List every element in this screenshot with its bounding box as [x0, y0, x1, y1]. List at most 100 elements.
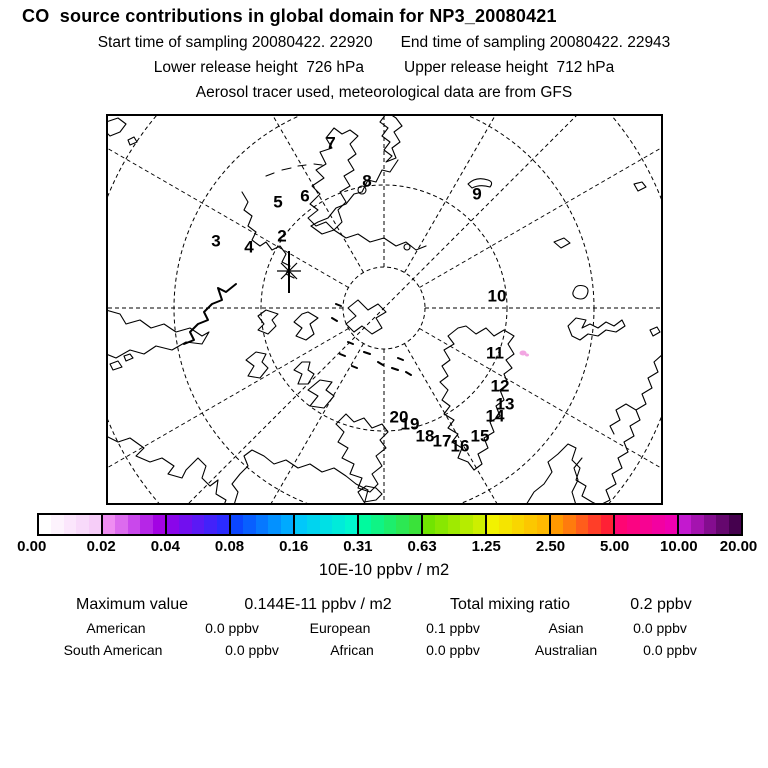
lower-release-text: Lower release height 726 hPa — [153, 59, 364, 76]
colorbar-shade — [588, 515, 601, 534]
colorbar-segment — [357, 515, 422, 534]
colorbar-shade — [243, 515, 256, 534]
trajectory-point-label: 13 — [496, 394, 515, 413]
colorbar-shade — [167, 515, 180, 534]
meridian-through-pole — [187, 115, 578, 504]
colorbar-shade — [396, 515, 409, 534]
colorbar-shade — [728, 515, 742, 534]
region-value: 0.0 ppbv — [633, 620, 687, 636]
colorbar-tick-label: 0.08 — [214, 538, 245, 555]
colorbar-segment — [293, 515, 358, 534]
colorbar-segment — [677, 515, 742, 534]
region-name: European — [309, 620, 371, 636]
colorbar-segment — [229, 515, 294, 534]
concentration-hotspot — [519, 350, 529, 357]
colorbar-ticks: 0.00 0.02 0.04 0.08 0.16 0.31 0.63 1.25 2.50 5.00… — [17, 538, 757, 556]
spacer — [373, 34, 401, 52]
max-value-label: Maximum value — [75, 596, 189, 613]
colorbar-shade — [63, 515, 77, 534]
trajectory-point-label: 15 — [471, 426, 490, 445]
colorbar-shade — [103, 515, 116, 534]
colorbar-shade — [344, 515, 358, 534]
trajectory-point-label: 5 — [273, 192, 282, 211]
colorbar-shade — [536, 515, 550, 534]
trajectory-point-label: 20 — [390, 407, 409, 426]
colorbar-tick-label: 0.63 — [407, 538, 437, 555]
coastlines — [107, 115, 662, 504]
colorbar-segment — [485, 515, 550, 534]
colorbar-shade — [499, 515, 512, 534]
colorbar-shade — [575, 515, 589, 534]
colorbar-tick-label: 10.00 — [660, 538, 698, 555]
trajectory-point-label: 3 — [211, 231, 220, 250]
colorbar-segment — [421, 515, 486, 534]
colorbar-tick-label: 0.16 — [279, 538, 309, 555]
colorbar-shade — [204, 515, 217, 534]
trajectory-point-label: 2 — [277, 226, 286, 245]
release-marker-icon — [277, 251, 301, 293]
colorbar-shade — [383, 515, 397, 534]
colorbar-segment — [613, 515, 678, 534]
trajectory-point-label: 9 — [472, 184, 481, 203]
colorbar-shade — [472, 515, 486, 534]
colorbar-shade — [359, 515, 372, 534]
release-height-line: Lower release height 726 hPa Upper releas… — [0, 59, 768, 77]
end-time-text: End time of sampling 20080422. 22943 — [400, 34, 671, 51]
region-value: 0.0 ppbv — [225, 642, 279, 658]
colorbar-tick-label: 0.00 — [17, 538, 47, 555]
region-value: 0.1 ppbv — [426, 620, 480, 636]
colorbar-shade — [216, 515, 230, 534]
colorbar-shade — [551, 515, 564, 534]
colorbar-shade — [615, 515, 628, 534]
colorbar-shade — [511, 515, 525, 534]
trajectory-point-label: 4 — [244, 237, 254, 256]
region-name: African — [330, 642, 374, 658]
colorbar-shade — [371, 515, 384, 534]
trajectory-point-label: 10 — [488, 286, 507, 305]
tracer-info-line: Aerosol tracer used, meteorological data… — [195, 84, 573, 101]
colorbar-shade — [280, 515, 294, 534]
colorbar-shade — [268, 515, 281, 534]
colorbar-shade — [319, 515, 333, 534]
trajectory-point-label: 19 — [401, 414, 420, 433]
colorbar-shade — [524, 515, 537, 534]
start-time-text: Start time of sampling 20080422. 22920 — [97, 34, 373, 51]
colorbar-shade — [231, 515, 244, 534]
colorbar-shade — [127, 515, 141, 534]
colorbar-shade — [600, 515, 614, 534]
trajectory-point-label: 18 — [416, 426, 435, 445]
colorbar-shade — [664, 515, 678, 534]
colorbar-shade — [39, 515, 52, 534]
trajectory-point-label: 6 — [300, 186, 309, 205]
colorbar-segment — [549, 515, 614, 534]
colorbar-shade — [703, 515, 717, 534]
region-name: American — [86, 620, 146, 636]
colorbar-tick-label: 20.00 — [719, 538, 758, 555]
colorbar-tick-label: 1.25 — [471, 538, 501, 555]
colorbar-shade — [716, 515, 729, 534]
upper-release-text: Upper release height 712 hPa — [404, 59, 615, 76]
colorbar — [37, 513, 743, 536]
polar-map: 2 3 4 5 6 7 8 9 10 11 12 13 14 15 16 17 18 19 20 — [106, 114, 663, 505]
colorbar-tick-label: 0.04 — [150, 538, 180, 555]
colorbar-shade — [152, 515, 166, 534]
trajectory-point-label: 17 — [433, 431, 452, 450]
colorbar-tick-label: 2.50 — [535, 538, 566, 555]
colorbar-shade — [191, 515, 205, 534]
colorbar-shade — [51, 515, 64, 534]
total-mixing-ratio-label: Total mixing ratio — [449, 596, 571, 613]
colorbar-shade — [88, 515, 102, 534]
colorbar-shade — [627, 515, 640, 534]
colorbar-tick-label: 0.02 — [86, 538, 116, 555]
trajectory-point-label: 14 — [486, 406, 505, 425]
colorbar-segment — [165, 515, 230, 534]
colorbar-shade — [115, 515, 128, 534]
trajectory-point-label: 16 — [451, 436, 470, 455]
colorbar-shade — [76, 515, 89, 534]
trajectory-point-label: 8 — [362, 171, 371, 190]
region-name: Asian — [548, 620, 584, 636]
page-title: CO source contributions in global domain… — [22, 6, 557, 26]
colorbar-tick-label: 5.00 — [600, 538, 630, 555]
colorbar-shade — [487, 515, 500, 534]
